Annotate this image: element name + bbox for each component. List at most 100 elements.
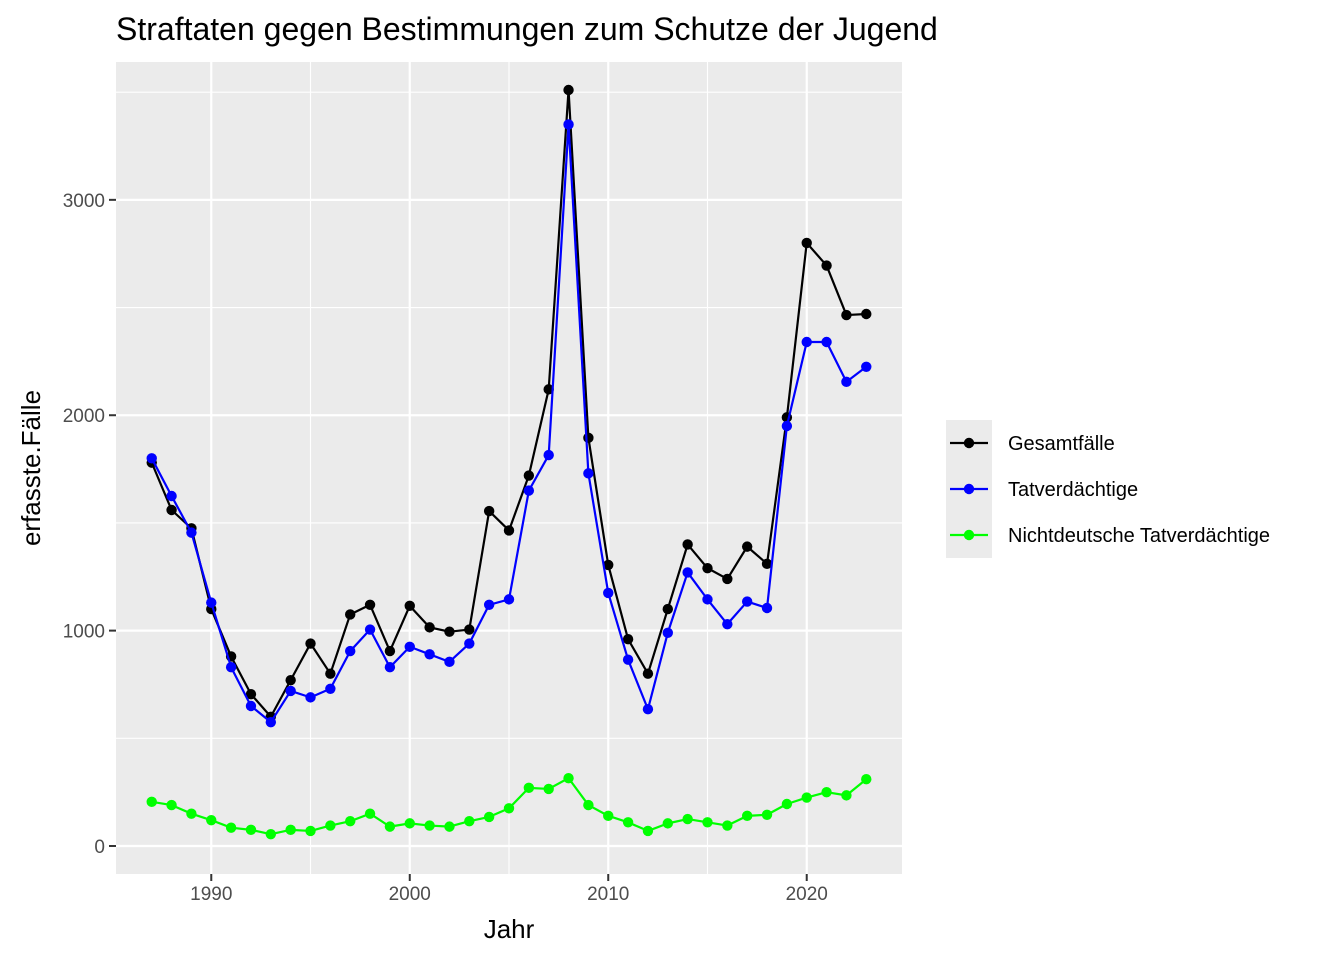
series-2-point [186, 527, 197, 538]
legend-entry-2: Tatverdächtige [950, 479, 1138, 501]
series-3-point [206, 814, 217, 826]
series-2-point [146, 453, 157, 464]
series-3-point [563, 772, 574, 784]
series-3-point [285, 824, 296, 836]
series-3-point [543, 783, 554, 795]
legend-key-point [963, 529, 975, 541]
series-2-point [285, 685, 296, 697]
series-2-point [702, 594, 713, 605]
y-tick-label: 2000 [63, 406, 105, 427]
series-2-point [225, 662, 237, 673]
series-3-point [781, 798, 793, 810]
series-2-point [364, 624, 376, 635]
legend-label: Nichtdeutsche Tatverdächtige [1008, 525, 1270, 547]
y-tick-label: 1000 [63, 622, 105, 643]
series-2-point [464, 638, 475, 649]
series-3-point [861, 774, 872, 785]
x-tick-label: 1990 [190, 884, 232, 905]
series-2-point [761, 602, 773, 614]
series-3-point [464, 816, 475, 827]
series-1-point [444, 626, 455, 637]
series-1-point [622, 634, 634, 645]
series-3-point [444, 821, 455, 832]
series-3-point [166, 799, 177, 811]
x-tick-label: 2000 [389, 884, 431, 905]
series-1-point [325, 668, 336, 679]
series-2-point [583, 468, 594, 479]
series-2-point [503, 594, 515, 605]
series-3-point [662, 818, 673, 829]
series-2-point [563, 119, 574, 130]
series-2-point [206, 597, 217, 608]
chart-title: Straftaten gegen Bestimmungen zum Schutz… [116, 11, 938, 47]
series-3-point [265, 828, 277, 840]
series-3-point [801, 792, 812, 803]
series-2-point [861, 361, 872, 372]
series-3-point [424, 820, 435, 831]
legend-entry-1: Gesamtfälle [950, 433, 1115, 455]
series-3-point [325, 820, 336, 831]
legend-label: Tatverdächtige [1008, 479, 1138, 501]
series-2-point [682, 567, 693, 578]
series-1-point [424, 622, 435, 633]
series-2-point [722, 618, 733, 630]
series-2-point [642, 704, 654, 715]
y-tick-label: 3000 [63, 191, 105, 212]
series-3-point [583, 799, 594, 811]
series-1-point [543, 384, 554, 395]
series-3-point [841, 790, 852, 801]
series-3-point [741, 810, 753, 822]
series-1-point [603, 559, 614, 571]
series-1-point [583, 432, 594, 444]
series-1-point [662, 603, 673, 615]
series-1-point [563, 84, 574, 96]
series-1-point [483, 505, 495, 517]
series-1-point [682, 539, 693, 550]
series-2-point [781, 420, 793, 432]
series-3-point [622, 817, 634, 828]
series-1-point [722, 573, 733, 585]
series-1-point [245, 688, 257, 700]
series-3-point [642, 825, 654, 837]
series-2-point [305, 692, 316, 703]
series-3-point [305, 825, 316, 837]
series-2-point [265, 716, 277, 728]
series-1-point [761, 558, 773, 570]
series-2-point [662, 627, 673, 638]
series-1-point [384, 645, 396, 657]
series-3-point [404, 818, 415, 829]
legend-entry-3: Nichtdeutsche Tatverdächtige [950, 525, 1270, 547]
series-2-point [166, 490, 177, 502]
series-1-point [702, 562, 713, 574]
series-2-point [444, 656, 455, 668]
series-2-point [523, 485, 535, 496]
legend: Gesamtfälle Tatverdächtige Nichtdeutsche T… [946, 420, 1270, 558]
series-3-point [364, 808, 376, 819]
x-tick-label: 2010 [587, 884, 629, 905]
series-2-point [622, 654, 634, 665]
axis-ticks [109, 198, 808, 881]
series-3-point [523, 782, 535, 794]
series-2-point [543, 449, 554, 461]
y-tick-label: 0 [94, 837, 105, 858]
x-tick-label: 2020 [786, 884, 828, 905]
series-2-point [741, 596, 753, 607]
y-axis-title: erfasste.Fälle [16, 390, 46, 546]
series-1-point [345, 609, 356, 620]
series-1-point [642, 668, 654, 679]
series-1-point [285, 674, 296, 686]
series-1-point [305, 638, 316, 649]
series-2-point [384, 662, 396, 673]
series-1-point [801, 237, 812, 249]
series-1-point [166, 504, 177, 516]
series-2 [146, 119, 872, 728]
series-1-point [741, 541, 753, 552]
series-2-point [404, 641, 415, 652]
series-3-point [682, 813, 693, 825]
legend-label: Gesamtfälle [1008, 433, 1115, 455]
y-tick-labels: 0 1000 2000 3000 [63, 191, 105, 858]
series-3-point [345, 816, 356, 827]
series-3-point [225, 822, 237, 833]
series-3-point [384, 821, 396, 832]
series-3 [146, 772, 872, 840]
